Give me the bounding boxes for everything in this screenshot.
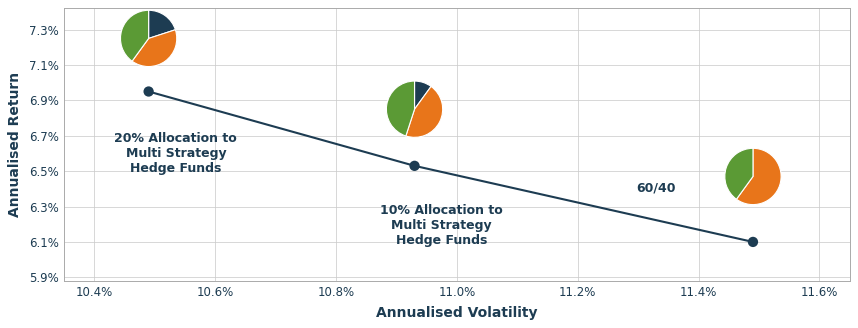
Wedge shape (736, 148, 781, 205)
Text: 10% Allocation to
Multi Strategy
Hedge Funds: 10% Allocation to Multi Strategy Hedge F… (380, 204, 503, 247)
Wedge shape (414, 81, 431, 109)
Y-axis label: Annualised Return: Annualised Return (9, 72, 22, 217)
Point (408, 163, 421, 169)
Wedge shape (406, 87, 443, 137)
X-axis label: Annualised Volatility: Annualised Volatility (376, 306, 538, 320)
Point (746, 239, 760, 245)
Point (142, 89, 155, 94)
Wedge shape (120, 10, 148, 61)
Wedge shape (148, 10, 175, 38)
Text: 60/40: 60/40 (637, 182, 676, 195)
Wedge shape (132, 30, 177, 67)
Text: 20% Allocation to
Multi Strategy
Hedge Funds: 20% Allocation to Multi Strategy Hedge F… (114, 132, 237, 175)
Wedge shape (386, 81, 414, 136)
Wedge shape (725, 148, 753, 199)
